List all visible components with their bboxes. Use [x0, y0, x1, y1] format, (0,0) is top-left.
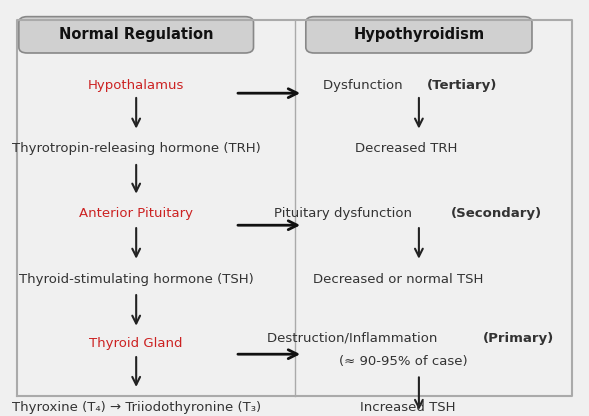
Text: Hypothalamus: Hypothalamus [88, 79, 184, 92]
Text: Pituitary dysfunction: Pituitary dysfunction [274, 207, 416, 220]
Text: Increased TSH: Increased TSH [360, 401, 455, 414]
Text: Anterior Pituitary: Anterior Pituitary [79, 207, 193, 220]
Text: Thyrotropin-releasing hormone (TRH): Thyrotropin-releasing hormone (TRH) [12, 142, 260, 155]
Text: Destruction/Inflammation: Destruction/Inflammation [267, 332, 441, 344]
Text: Thyroid-stimulating hormone (TSH): Thyroid-stimulating hormone (TSH) [19, 273, 253, 287]
Text: Hypothyroidism: Hypothyroidism [353, 27, 485, 42]
Text: Normal Regulation: Normal Regulation [59, 27, 213, 42]
Text: Decreased or normal TSH: Decreased or normal TSH [313, 273, 484, 287]
FancyBboxPatch shape [19, 17, 253, 53]
Text: (Tertiary): (Tertiary) [427, 79, 498, 92]
Text: Thyroid Gland: Thyroid Gland [90, 337, 183, 350]
Text: (Secondary): (Secondary) [451, 207, 542, 220]
FancyBboxPatch shape [306, 17, 532, 53]
Text: (Primary): (Primary) [483, 332, 554, 344]
Text: Thyroxine (T₄) → Triiodothyronine (T₃): Thyroxine (T₄) → Triiodothyronine (T₃) [12, 401, 261, 414]
Text: (≈ 90-95% of case): (≈ 90-95% of case) [339, 354, 468, 368]
Text: Decreased TRH: Decreased TRH [356, 142, 458, 155]
Text: Dysfunction: Dysfunction [323, 79, 407, 92]
